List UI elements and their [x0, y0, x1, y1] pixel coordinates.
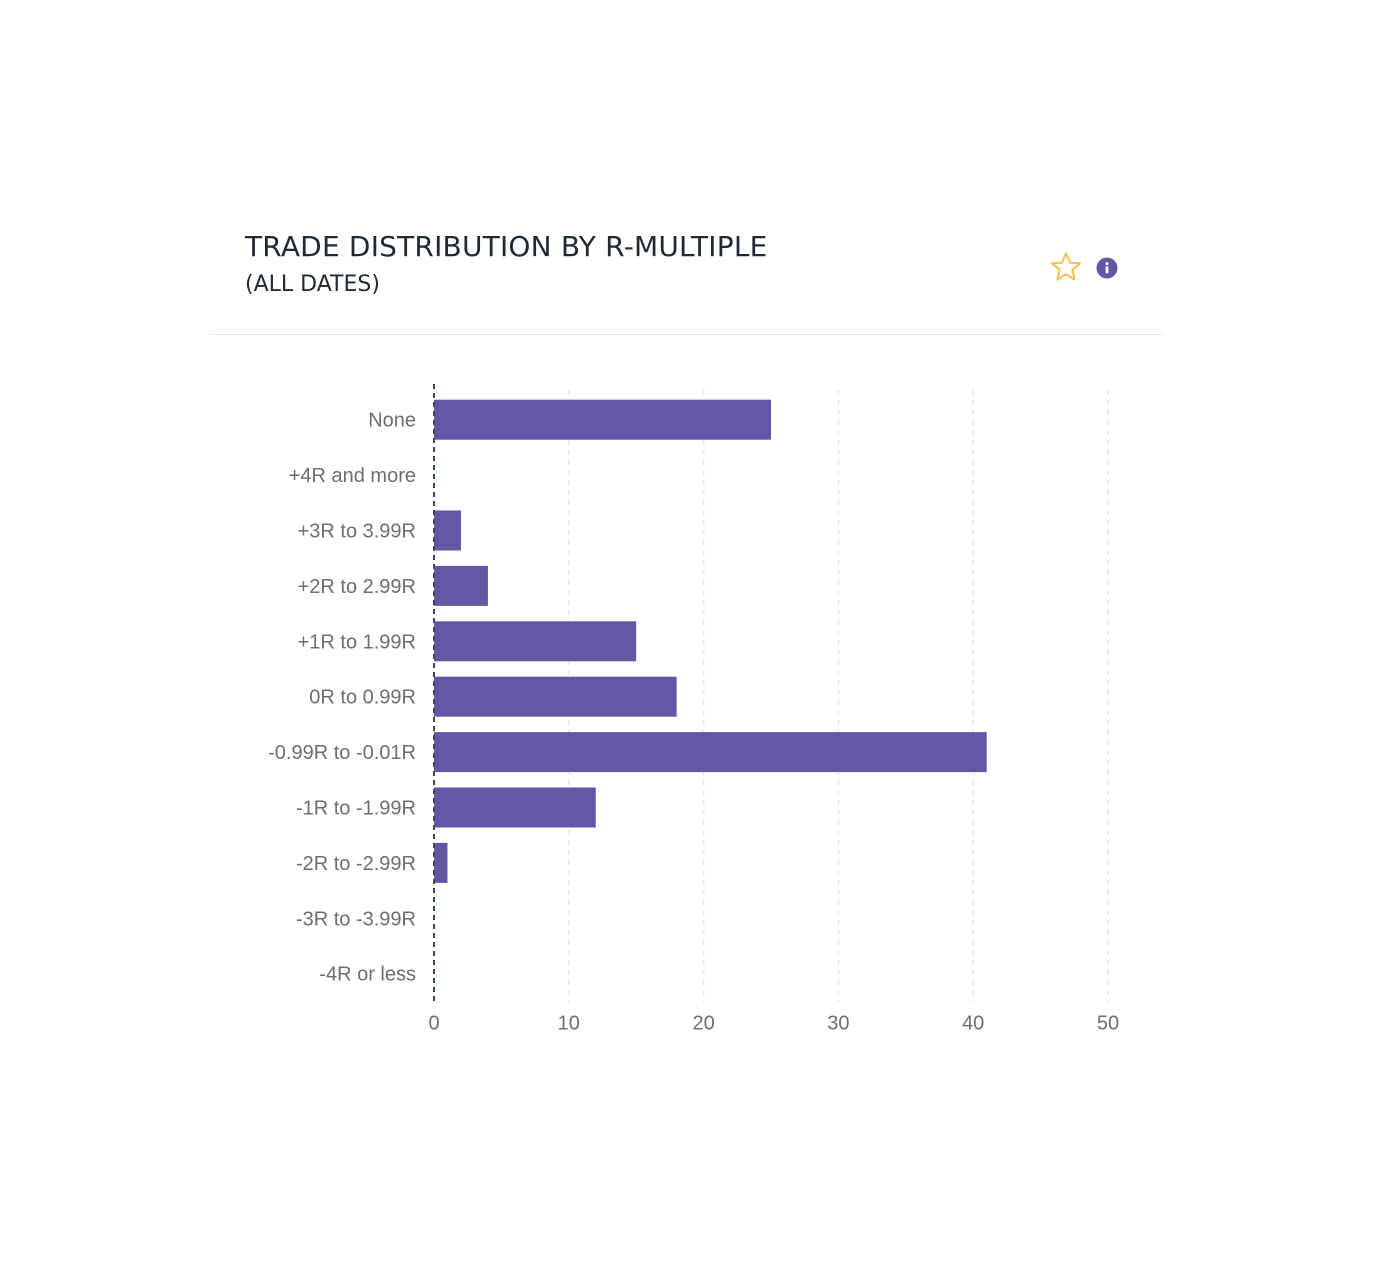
category-label: -0.99R to -0.01R [268, 742, 416, 764]
chart-title: TRADE DISTRIBUTION BY R-MULTIPLE [245, 230, 768, 263]
category-label: None [368, 410, 416, 432]
bar [434, 842, 448, 883]
bar [434, 676, 677, 717]
x-tick-label: 40 [962, 1012, 984, 1034]
category-label: +1R to 1.99R [298, 631, 416, 653]
category-label: -4R or less [319, 964, 416, 986]
x-tick-label: 20 [692, 1012, 714, 1034]
x-tick-label: 30 [827, 1012, 849, 1034]
x-tick-label: 0 [428, 1012, 439, 1034]
bar [434, 399, 771, 440]
info-icon[interactable] [1096, 257, 1118, 279]
category-label: +4R and more [289, 465, 416, 487]
bar-chart: 0 10 20 30 40 50 None +4R and more +3R to 3.99R +… [268, 384, 1119, 1034]
bar [434, 621, 637, 662]
x-tick-label: 50 [1097, 1012, 1119, 1034]
category-label: +2R to 2.99R [298, 576, 416, 598]
bar [434, 565, 488, 606]
star-icon[interactable] [1050, 250, 1082, 284]
category-label: -3R to -3.99R [296, 908, 416, 930]
bar [434, 787, 596, 828]
category-label: +3R to 3.99R [298, 521, 416, 543]
card-header: TRADE DISTRIBUTION BY R-MULTIPLE (ALL DA… [212, 200, 1162, 335]
chart-subtitle: (ALL DATES) [245, 272, 380, 297]
category-label: -2R to -2.99R [296, 853, 416, 875]
x-tick-label: 10 [558, 1012, 580, 1034]
bar [434, 510, 461, 551]
category-label: 0R to 0.99R [309, 687, 416, 709]
category-label: -1R to -1.99R [296, 798, 416, 820]
chart-card: TRADE DISTRIBUTION BY R-MULTIPLE (ALL DA… [212, 200, 1162, 1100]
bar [434, 732, 987, 773]
